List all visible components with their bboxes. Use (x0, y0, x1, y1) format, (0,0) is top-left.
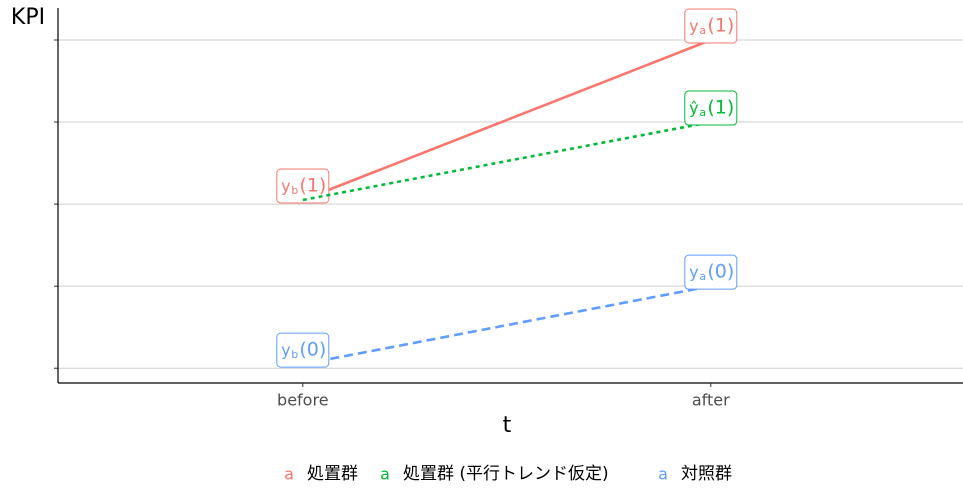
label-main: y (689, 17, 698, 36)
legend-label: 処置群 (307, 464, 358, 484)
label-sub: a (699, 106, 706, 119)
point-label: y b (1) (276, 168, 330, 204)
point-label: y a (0) (684, 254, 738, 290)
label-arg: (1) (707, 15, 734, 37)
label-box (276, 168, 330, 204)
label-main: y (281, 341, 290, 360)
series-line (302, 120, 712, 202)
label-arg: (0) (299, 339, 326, 361)
label-arg: (1) (707, 97, 734, 119)
label-sub: a (699, 270, 706, 283)
x-tick-label: after (692, 391, 730, 410)
label-box (276, 332, 330, 368)
series-line (302, 38, 712, 202)
label-main: ŷ (689, 99, 698, 118)
label-sub: a (699, 24, 706, 37)
x-tick-label: before (277, 391, 329, 410)
label-arg: (0) (707, 261, 734, 283)
point-label: y a (1) (684, 8, 738, 44)
label-main: y (689, 263, 698, 282)
legend-key: a (380, 465, 390, 484)
label-sub: b (291, 348, 298, 361)
label-box (684, 254, 738, 290)
label-arg: (1) (299, 175, 326, 197)
label-box (684, 8, 738, 44)
point-label: y b (0) (276, 332, 330, 368)
legend-key: a (284, 465, 294, 484)
label-sub: b (291, 184, 298, 197)
label-main: y (281, 177, 290, 196)
point-label: ŷ a (1) (684, 90, 738, 126)
legend-label: 処置群 (平行トレンド仮定) (403, 464, 609, 484)
x-axis-title: t (503, 413, 512, 438)
y-axis-title: KPI (11, 5, 45, 30)
series-line (302, 284, 712, 366)
label-box (684, 90, 738, 126)
legend-label: 対照群 (681, 464, 732, 484)
legend-key: a (658, 465, 668, 484)
